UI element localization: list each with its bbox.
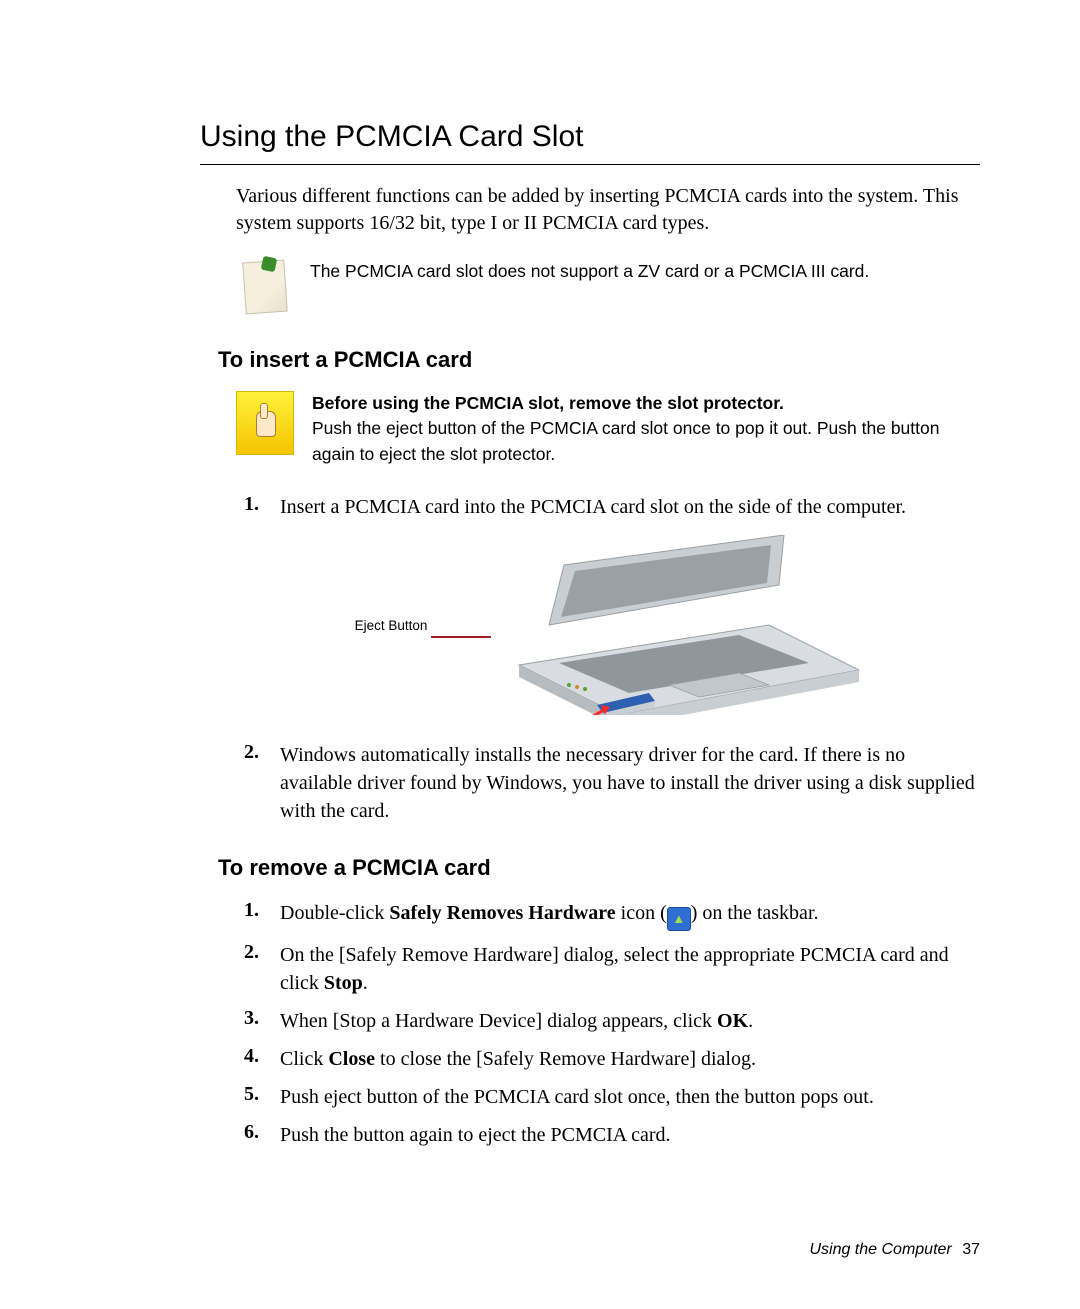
- title-rule: [200, 164, 980, 165]
- step-number: 5.: [244, 1083, 266, 1106]
- eject-button-label: Eject Button: [355, 618, 428, 633]
- callout-line: [431, 636, 491, 638]
- laptop-illustration: [509, 535, 869, 715]
- step-number: 4.: [244, 1045, 266, 1068]
- caution-block: Before using the PCMCIA slot, remove the…: [236, 391, 980, 467]
- remove-heading: To remove a PCMCIA card: [218, 855, 980, 881]
- note-pen-icon: [236, 255, 292, 317]
- step-text: When [Stop a Hardware Device] dialog app…: [280, 1007, 753, 1035]
- list-item: 2. Windows automatically installs the ne…: [244, 741, 980, 825]
- footer-section: Using the Computer: [809, 1241, 951, 1258]
- step-number: 1.: [244, 493, 266, 516]
- step-text: Insert a PCMCIA card into the PCMCIA car…: [280, 493, 906, 521]
- caution-rest: Push the eject button of the PCMCIA card…: [312, 418, 939, 463]
- safely-remove-hardware-icon: ▲: [667, 907, 691, 931]
- note-block: The PCMCIA card slot does not support a …: [236, 255, 980, 317]
- step-text: Windows automatically installs the neces…: [280, 741, 980, 825]
- page-footer: Using the Computer 37: [809, 1241, 980, 1259]
- note-text: The PCMCIA card slot does not support a …: [310, 259, 869, 284]
- step-number: 6.: [244, 1121, 266, 1144]
- list-item: 3. When [Stop a Hardware Device] dialog …: [244, 1007, 980, 1035]
- remove-steps: 1. Double-click Safely Removes Hardware …: [244, 899, 980, 1149]
- insert-steps: 1. Insert a PCMCIA card into the PCMCIA …: [244, 493, 980, 521]
- intro-paragraph: Various different functions can be added…: [236, 183, 980, 237]
- list-item: 1. Double-click Safely Removes Hardware …: [244, 899, 980, 931]
- caution-hand-icon: [236, 391, 294, 455]
- insert-steps-2: 2. Windows automatically installs the ne…: [244, 741, 980, 825]
- list-item: 5. Push eject button of the PCMCIA card …: [244, 1083, 980, 1111]
- page-title: Using the PCMCIA Card Slot: [200, 120, 980, 154]
- list-item: 1. Insert a PCMCIA card into the PCMCIA …: [244, 493, 980, 521]
- step-text: Push eject button of the PCMCIA card slo…: [280, 1083, 874, 1111]
- step-number: 2.: [244, 741, 266, 764]
- footer-page-number: 37: [962, 1241, 980, 1258]
- step-number: 2.: [244, 941, 266, 964]
- list-item: 2. On the [Safely Remove Hardware] dialo…: [244, 941, 980, 997]
- list-item: 6. Push the button again to eject the PC…: [244, 1121, 980, 1149]
- step-number: 3.: [244, 1007, 266, 1030]
- document-page: Using the PCMCIA Card Slot Various diffe…: [0, 0, 1080, 1309]
- step-text: Push the button again to eject the PCMCI…: [280, 1121, 671, 1149]
- caution-text: Before using the PCMCIA slot, remove the…: [312, 391, 980, 467]
- caution-bold: Before using the PCMCIA slot, remove the…: [312, 393, 784, 413]
- insert-heading: To insert a PCMCIA card: [218, 347, 980, 373]
- step-text: Double-click Safely Removes Hardware ico…: [280, 899, 819, 931]
- laptop-figure: Eject Button: [244, 535, 980, 715]
- step-text: Click Close to close the [Safely Remove …: [280, 1045, 756, 1073]
- step-text: On the [Safely Remove Hardware] dialog, …: [280, 941, 980, 997]
- list-item: 4. Click Close to close the [Safely Remo…: [244, 1045, 980, 1073]
- step-number: 1.: [244, 899, 266, 922]
